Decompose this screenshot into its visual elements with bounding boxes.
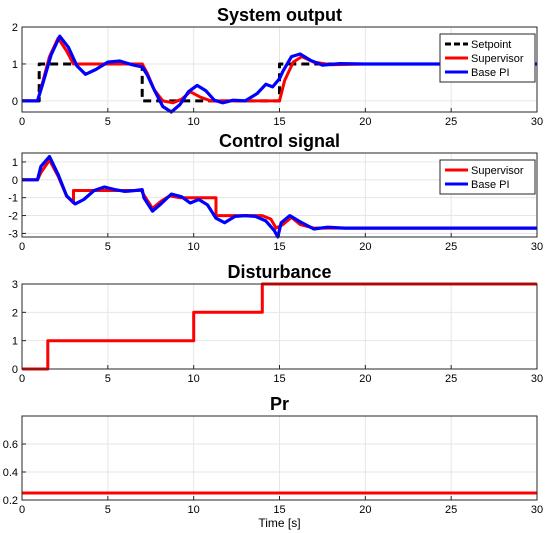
legend: Supervisor Base PI xyxy=(439,159,536,195)
x-tick-label: 0 xyxy=(19,504,25,516)
chart-panel-4: Pr 0 5 10 15 20 25 30 0.2 0.4 0.6 Time [s] xyxy=(3,394,543,530)
chart-panel-3: Disturbance 0 5 10 15 20 25 30 0 1 2 3 xyxy=(12,262,543,385)
y-tick-label: 2 xyxy=(12,307,18,319)
legend: Setpoint Supervisor Base PI xyxy=(439,33,536,83)
x-tick-label: 10 xyxy=(188,504,200,516)
series-group xyxy=(22,282,537,371)
x-tick-label: 15 xyxy=(273,116,285,128)
y-tick-label: 1 xyxy=(12,336,18,348)
x-tick-label: 30 xyxy=(531,116,543,128)
x-tick-label: 5 xyxy=(105,373,111,385)
legend-label: Setpoint xyxy=(471,39,511,51)
series-line-setpoint xyxy=(22,62,537,103)
x-tick-label: 15 xyxy=(273,241,285,253)
y-tick-label: 0 xyxy=(12,175,18,187)
y-tick-label: -1 xyxy=(8,193,18,205)
x-tick-label: 20 xyxy=(359,116,371,128)
x-tick-label: 15 xyxy=(273,504,285,516)
chart-panel-1: System output 0 5 10 15 20 25 30 0 1 2 Setpoint Supe… xyxy=(12,5,543,128)
x-tick-label: 25 xyxy=(445,241,457,253)
y-tick-label: 0.4 xyxy=(3,467,18,479)
y-tick-label: 1 xyxy=(12,59,18,71)
chart-title: System output xyxy=(217,5,342,25)
x-tick-label: 5 xyxy=(105,116,111,128)
chart-title: Pr xyxy=(270,394,289,414)
x-tick-label: 5 xyxy=(105,241,111,253)
x-tick-label: 0 xyxy=(19,116,25,128)
y-tick-label: 0 xyxy=(12,96,18,108)
x-tick-label: 20 xyxy=(359,373,371,385)
x-tick-label: 20 xyxy=(359,504,371,516)
legend-box xyxy=(439,159,536,195)
y-tick-label: -2 xyxy=(8,211,18,223)
x-tick-label: 25 xyxy=(445,116,457,128)
x-tick-label: 30 xyxy=(531,373,543,385)
series-line-base-pi xyxy=(22,34,537,114)
series-group xyxy=(22,155,537,239)
series-group xyxy=(22,34,537,114)
x-tick-label: 20 xyxy=(359,241,371,253)
y-tick-label: 0.2 xyxy=(3,495,18,507)
x-tick-label: 5 xyxy=(105,504,111,516)
y-tick-label: 0 xyxy=(12,364,18,376)
legend-label: Supervisor xyxy=(471,53,524,65)
legend-label: Base PI xyxy=(471,179,510,191)
x-tick-label: 30 xyxy=(531,504,543,516)
chart-title: Disturbance xyxy=(227,262,331,282)
x-tick-label: 10 xyxy=(188,116,200,128)
x-tick-label: 30 xyxy=(531,241,543,253)
y-tick-label: 2 xyxy=(12,22,18,34)
y-tick-label: 1 xyxy=(12,157,18,169)
y-tick-label: -3 xyxy=(8,228,18,240)
x-tick-label: 0 xyxy=(19,373,25,385)
series-line-base-pi xyxy=(22,155,537,239)
x-tick-label: 10 xyxy=(188,241,200,253)
x-tick-label: 25 xyxy=(445,373,457,385)
y-tick-label: 3 xyxy=(12,279,18,291)
x-axis-label: Time [s] xyxy=(258,516,300,530)
chart-title: Control signal xyxy=(219,131,340,151)
legend-label: Supervisor xyxy=(471,165,524,177)
x-tick-label: 0 xyxy=(19,241,25,253)
x-tick-label: 10 xyxy=(188,373,200,385)
x-tick-label: 15 xyxy=(273,373,285,385)
y-tick-label: 0.6 xyxy=(3,439,18,451)
series-line-series-1 xyxy=(22,282,537,371)
legend-label: Base PI xyxy=(471,67,510,79)
x-tick-label: 25 xyxy=(445,504,457,516)
